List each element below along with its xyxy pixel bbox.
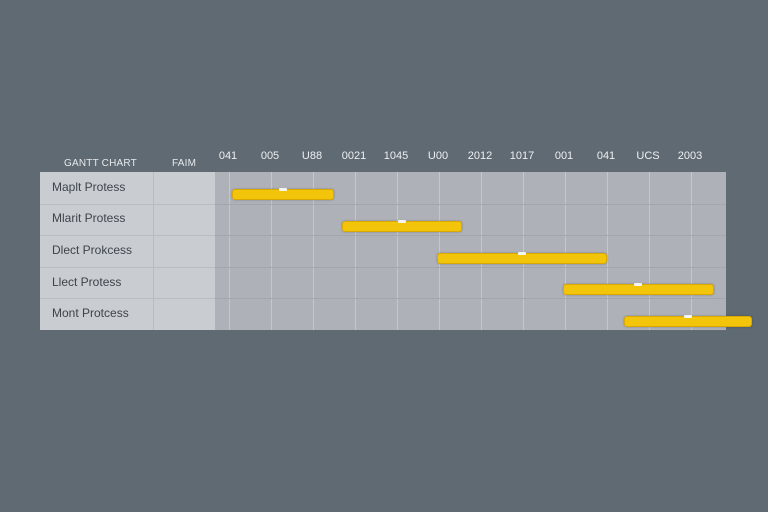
task-bar[interactable] [562, 283, 714, 296]
tick-label: 2012 [467, 150, 493, 162]
tick-label: 0021 [341, 150, 367, 162]
tick-label: 1017 [509, 150, 535, 162]
bar-handle[interactable] [517, 251, 526, 255]
tick-label: 001 [554, 150, 574, 162]
task-bar[interactable] [436, 251, 607, 264]
tick-label: 2003 [677, 150, 703, 162]
grid-line [313, 172, 314, 330]
row-divider [40, 203, 215, 205]
bar-handle[interactable] [634, 283, 643, 287]
tick-label: 005 [260, 150, 280, 162]
row-divider [215, 235, 726, 237]
plot-area [215, 172, 752, 330]
grid-line [565, 172, 566, 330]
task-label: Mont Protcess [52, 306, 129, 321]
row-divider [215, 266, 726, 268]
tick-label: UCS [636, 150, 660, 162]
tick-label: 041 [596, 150, 616, 162]
row-divider [215, 203, 726, 205]
task-label-panel: Maplt Protess Mlarit Protess Dlect Prokces… [40, 172, 215, 330]
task-bar[interactable] [231, 188, 334, 201]
task-label: Maplt Protess [52, 179, 126, 194]
grid-line [355, 172, 356, 330]
task-label: Dlect Prokcess [52, 243, 133, 257]
label-column-divider [153, 172, 154, 330]
time-axis: 041 005 U88 0021 1045 U00 2012 1017 001 041 UCS 200… [214, 150, 726, 166]
tick-label: U00 [427, 150, 449, 162]
grid-line [523, 172, 524, 330]
grid-line [229, 172, 230, 330]
chart-title: GANTT CHART [64, 158, 137, 169]
grid-line [649, 172, 650, 330]
bar-handle[interactable] [278, 188, 287, 192]
grid-line [691, 172, 692, 330]
bar-handle[interactable] [683, 314, 692, 318]
grid-line [439, 172, 440, 330]
grid-line [481, 172, 482, 330]
column-label: FAIM [172, 158, 197, 169]
tick-label: 041 [218, 150, 238, 162]
tick-label: 1045 [383, 150, 409, 162]
row-divider [40, 298, 215, 300]
task-bar[interactable] [342, 219, 462, 232]
task-label: Llect Protess [52, 274, 122, 289]
row-divider [40, 235, 215, 237]
bar-handle[interactable] [398, 219, 407, 223]
task-label: Mlarit Protess [52, 211, 126, 226]
row-divider [215, 298, 726, 300]
grid-line [607, 172, 608, 330]
task-bar[interactable] [623, 314, 752, 327]
tick-label: U88 [301, 150, 323, 162]
grid-line [397, 172, 398, 330]
grid-line [271, 172, 272, 330]
row-divider [40, 266, 215, 268]
